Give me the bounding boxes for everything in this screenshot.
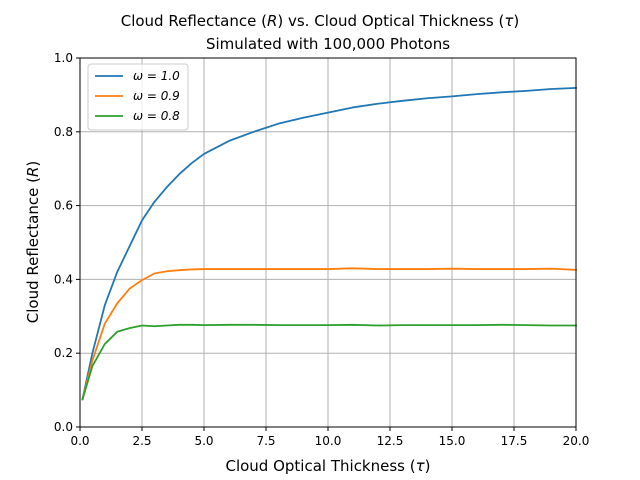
chart-subtitle: Simulated with 100,000 Photons bbox=[206, 35, 450, 53]
legend-entry: ω = 0.9 bbox=[133, 89, 180, 103]
legend-entry: ω = 1.0 bbox=[133, 69, 180, 83]
y-tick-label: 1.0 bbox=[54, 51, 73, 65]
x-tick-label: 15.0 bbox=[439, 434, 466, 448]
y-axis-label: Cloud Reflectance (R) bbox=[24, 161, 42, 324]
x-tick-label: 2.5 bbox=[132, 434, 151, 448]
series-line-2 bbox=[81, 267, 577, 401]
x-tick-label: 5.0 bbox=[194, 434, 213, 448]
x-tick-label: 10.0 bbox=[315, 434, 342, 448]
x-tick-label: 17.5 bbox=[501, 434, 528, 448]
y-tick-label: 0.6 bbox=[54, 199, 73, 213]
legend-entry: ω = 0.8 bbox=[133, 109, 180, 123]
y-tick-label: 0.0 bbox=[54, 420, 73, 434]
x-tick-label: 20.0 bbox=[563, 434, 590, 448]
y-tick-label: 0.4 bbox=[54, 272, 73, 286]
series-line-1 bbox=[81, 86, 577, 401]
x-tick-label: 7.5 bbox=[256, 434, 275, 448]
series-line-3 bbox=[81, 323, 577, 401]
legend: ω = 1.0 ω = 0.9 ω = 0.8 bbox=[87, 63, 189, 131]
series-lines bbox=[81, 86, 577, 401]
legend-frame bbox=[87, 63, 189, 131]
y-tick-label: 0.2 bbox=[54, 346, 73, 360]
y-tick-label: 0.8 bbox=[54, 125, 73, 139]
x-tick-label: 0.0 bbox=[70, 434, 89, 448]
ticks: 0.0 2.5 5.0 7.5 10.0 12.5 15.0 17.5 20.0 0.0 0.2 0.… bbox=[54, 51, 589, 448]
x-axis-label: Cloud Optical Thickness (τ) bbox=[225, 457, 430, 475]
chart-title: Cloud Reflectance (R) vs. Cloud Optical … bbox=[121, 12, 520, 30]
x-tick-label: 12.5 bbox=[377, 434, 404, 448]
